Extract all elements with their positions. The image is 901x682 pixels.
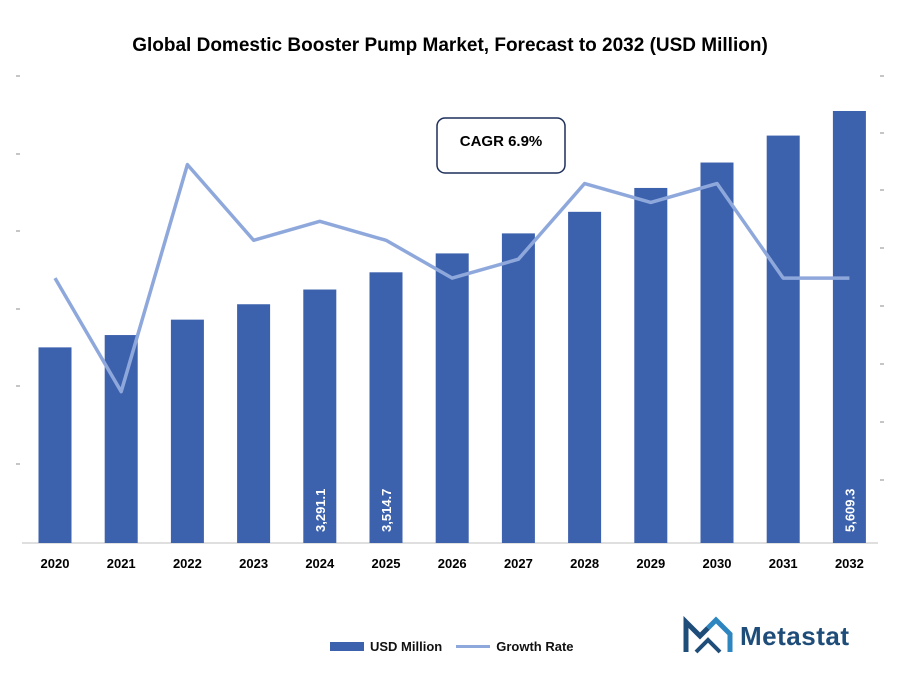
legend-item-bar: USD Million xyxy=(330,639,442,654)
bar-2020 xyxy=(38,347,72,543)
legend: USD Million Growth Rate xyxy=(330,639,588,654)
data-label-2024: 3,291.1 xyxy=(313,489,328,532)
logo-text: Metastat xyxy=(740,620,850,651)
bar-series xyxy=(38,110,866,544)
bar-2030 xyxy=(700,162,734,544)
bar-2024 xyxy=(303,289,337,543)
metastat-m-logo-icon xyxy=(683,616,733,654)
x-tick-label-2026: 2026 xyxy=(438,556,467,571)
bar-2025 xyxy=(369,272,403,543)
x-tick-label-2021: 2021 xyxy=(107,556,136,571)
bar-2032 xyxy=(832,110,866,544)
metastat-logo: Metastat xyxy=(682,616,849,656)
x-tick-label-2029: 2029 xyxy=(636,556,665,571)
x-tick-label-2024: 2024 xyxy=(305,556,335,571)
chart-title: Global Domestic Booster Pump Market, For… xyxy=(132,35,768,56)
legend-line-label: Growth Rate xyxy=(496,639,574,654)
legend-item-line: Growth Rate xyxy=(456,639,574,654)
data-label-2032: 5,609.3 xyxy=(842,489,857,532)
x-tick-label-2031: 2031 xyxy=(769,556,798,571)
cagr-callout: CAGR 6.9% xyxy=(436,117,566,174)
x-tick-label-2022: 2022 xyxy=(173,556,202,571)
bar-2027 xyxy=(501,233,535,544)
bar-2029 xyxy=(634,187,668,543)
bar-2028 xyxy=(568,211,602,543)
bar-data-labels: 3,291.1 3,514.7 5,609.3 xyxy=(313,489,858,532)
bar-2023 xyxy=(237,304,271,543)
x-tick-label-2025: 2025 xyxy=(372,556,401,571)
legend-bar-label: USD Million xyxy=(370,639,443,654)
growth-rate-line xyxy=(53,162,850,394)
x-tick-label-2030: 2030 xyxy=(703,556,732,571)
cagr-label: CAGR 6.9% xyxy=(460,133,543,150)
legend-line-swatch xyxy=(456,645,491,648)
right-axis-ticks xyxy=(880,75,884,481)
left-axis-ticks xyxy=(16,75,20,465)
cagr-box xyxy=(436,117,566,174)
x-tick-label-2020: 2020 xyxy=(41,556,70,571)
x-tick-label-2023: 2023 xyxy=(239,556,268,571)
data-label-2025: 3,514.7 xyxy=(379,489,394,532)
x-tick-labels: 2020 2021 2022 2023 2024 2025 2026 2027 2028 2029… xyxy=(41,556,864,571)
bar-2022 xyxy=(170,319,204,543)
x-tick-label-2027: 2027 xyxy=(504,556,533,571)
bar-2026 xyxy=(435,253,469,543)
x-tick-label-2032: 2032 xyxy=(835,556,864,571)
legend-bar-swatch xyxy=(330,642,364,651)
bar-2021 xyxy=(104,335,138,543)
x-tick-label-2028: 2028 xyxy=(570,556,599,571)
bar-2031 xyxy=(766,135,800,543)
